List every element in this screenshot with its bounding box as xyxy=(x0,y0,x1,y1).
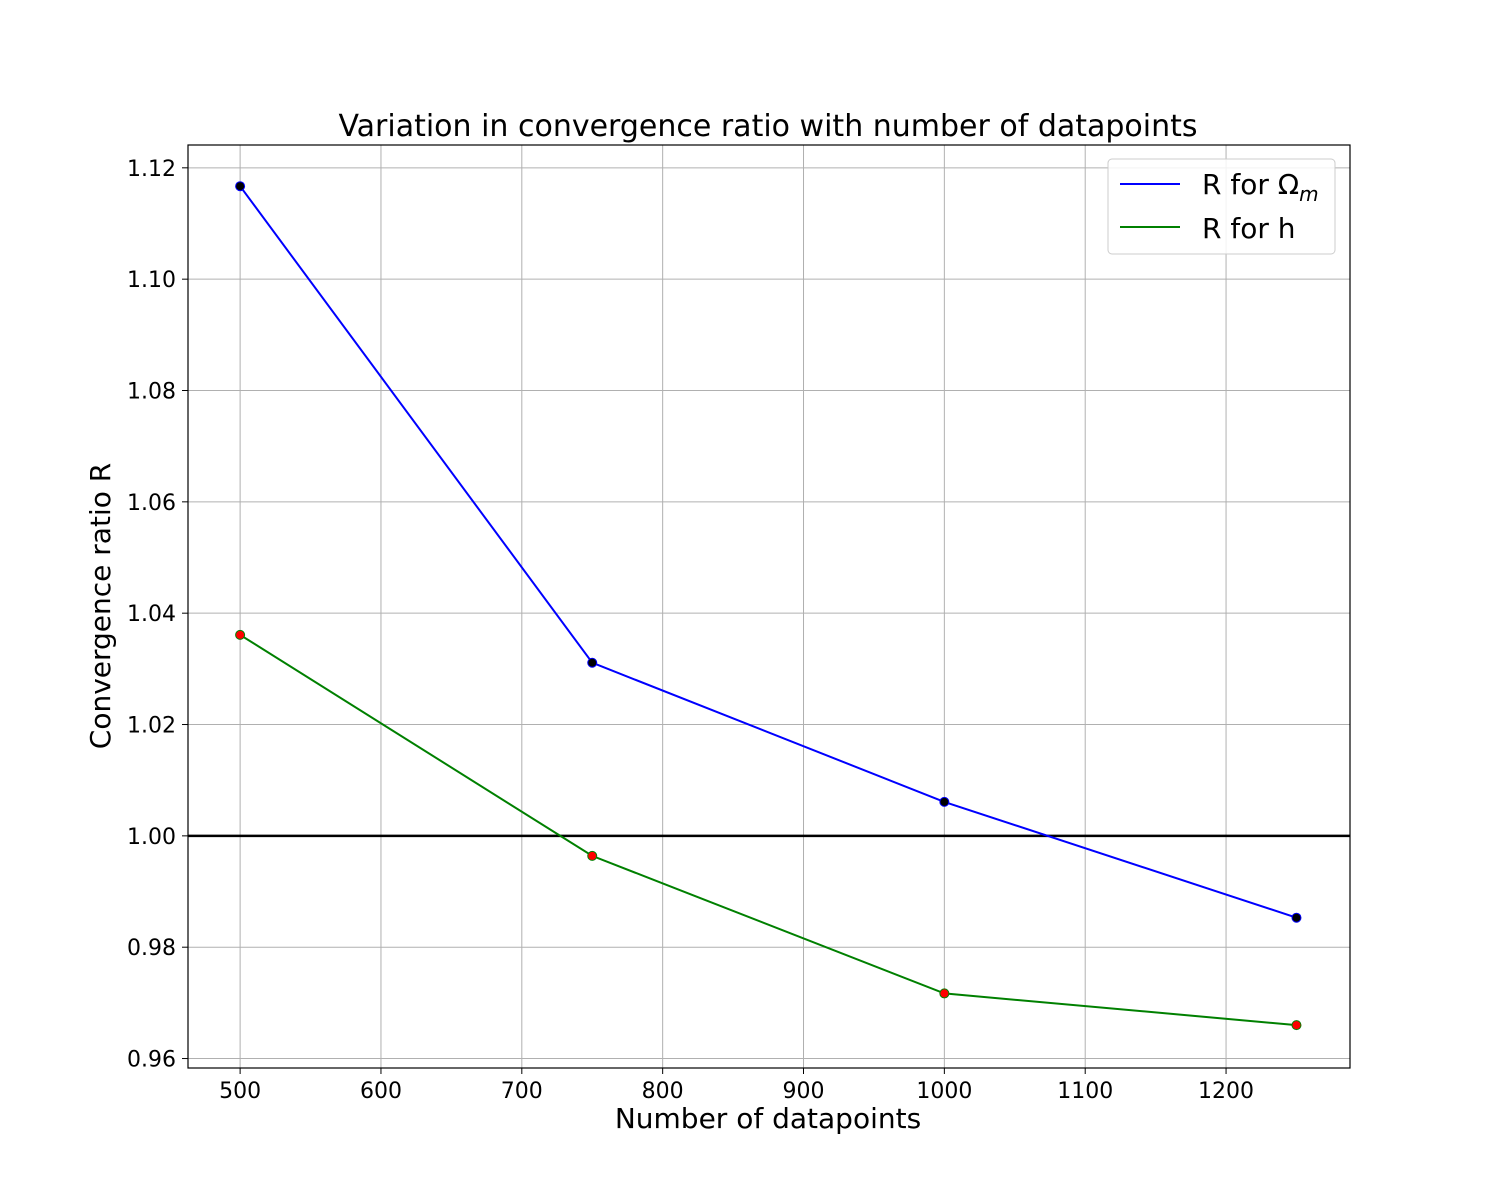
grid xyxy=(188,145,1350,1068)
legend-box xyxy=(1107,158,1336,255)
y-tick-label: 1.00 xyxy=(127,825,176,850)
y-tick-label: 1.12 xyxy=(127,157,176,182)
chart-title: Variation in convergence ratio with numb… xyxy=(338,109,1197,144)
y-axis-label: Convergence ratio R xyxy=(84,463,117,749)
data-point xyxy=(587,850,598,861)
plot-frame xyxy=(187,144,1351,1069)
legend: R for Ωm R for h xyxy=(1107,158,1336,255)
series-1 xyxy=(235,629,1302,1031)
series-group xyxy=(235,181,1302,1031)
legend-label-h: R for h xyxy=(1202,212,1296,245)
legend-label-omega-subscript: m xyxy=(1299,182,1318,206)
x-tick-label: 500 xyxy=(219,1079,261,1104)
legend-label-omega: R for Ωm xyxy=(1202,168,1319,206)
data-point xyxy=(939,988,950,999)
data-point xyxy=(587,657,598,668)
data-point xyxy=(939,796,950,807)
ticks-group: 500 600 700 800 900 1000 1100 1200 0.96 0.98 1.00 1… xyxy=(127,157,1254,1104)
y-tick-label: 0.96 xyxy=(127,1048,176,1073)
x-axis-label: Number of datapoints xyxy=(615,1102,921,1135)
y-tick-label: 1.02 xyxy=(127,714,176,739)
series-line xyxy=(239,634,1297,1027)
data-point xyxy=(235,181,246,192)
x-tick-label: 1100 xyxy=(1057,1079,1113,1104)
legend-label-omega-main: R for Ω xyxy=(1202,168,1299,201)
x-tick-label: 900 xyxy=(783,1079,825,1104)
x-tick-label: 800 xyxy=(642,1079,684,1104)
y-tick-label: 1.10 xyxy=(127,268,176,293)
series-0 xyxy=(235,181,1302,923)
data-point xyxy=(1291,1020,1302,1031)
y-tick-label: 1.06 xyxy=(127,491,176,516)
data-point xyxy=(235,629,246,640)
y-tick-label: 0.98 xyxy=(127,936,176,961)
y-tick-label: 1.08 xyxy=(127,380,176,405)
x-tick-label: 1000 xyxy=(916,1079,972,1104)
data-point xyxy=(1291,912,1302,923)
y-tick-label: 1.04 xyxy=(127,602,176,627)
x-tick-label: 600 xyxy=(360,1079,402,1104)
x-tick-label: 1200 xyxy=(1198,1079,1254,1104)
x-tick-label: 700 xyxy=(501,1079,543,1104)
series-line xyxy=(239,185,1297,919)
